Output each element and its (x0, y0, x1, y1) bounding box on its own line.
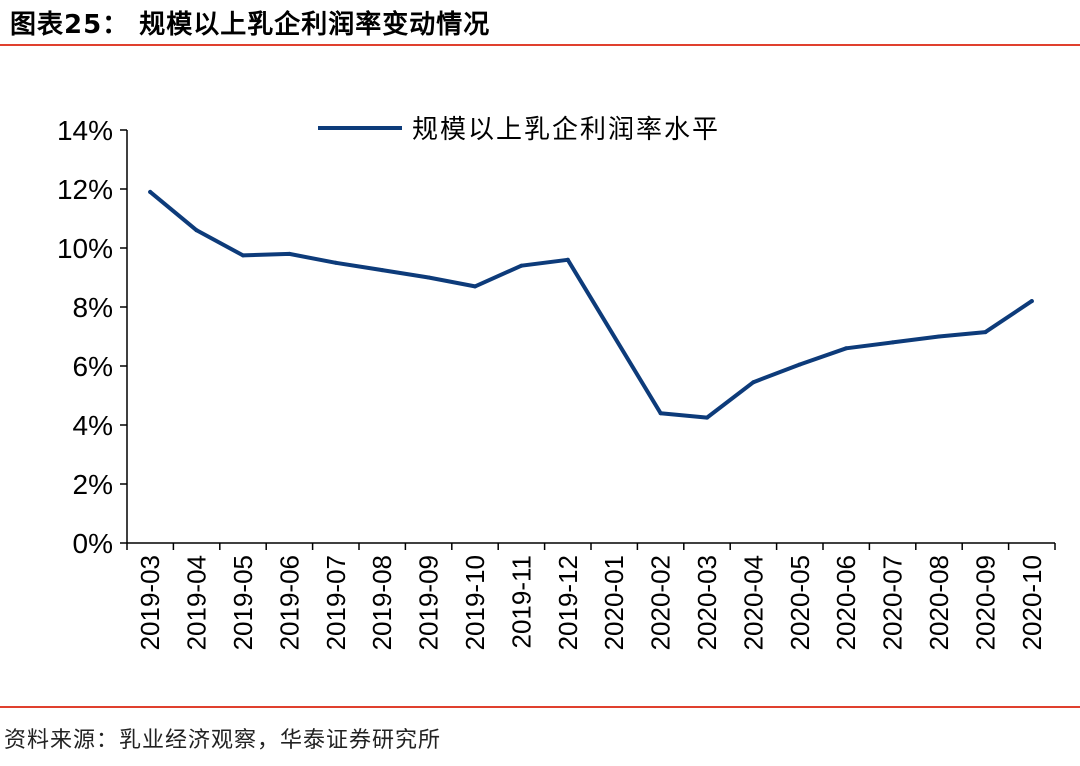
x-tick-label: 2019-10 (460, 555, 490, 650)
data-point (705, 415, 709, 420)
data-point (565, 257, 570, 262)
x-tick-label: 2019-05 (228, 555, 258, 650)
x-tick-label: 2020-06 (831, 555, 861, 650)
data-point (194, 228, 199, 233)
legend-label: 规模以上乳企利润率水平 (412, 115, 720, 145)
source-rule (0, 706, 1080, 708)
x-tick-label: 2020-10 (1017, 555, 1047, 650)
x-tick-label: 2020-02 (646, 555, 676, 650)
data-point (241, 253, 245, 258)
x-tick-label: 2019-04 (182, 555, 212, 650)
x-tick-label: 2020-01 (599, 555, 629, 650)
data-point (519, 263, 524, 268)
x-tick-label: 2019-11 (506, 555, 536, 649)
x-tick-label: 2020-07 (878, 555, 908, 650)
data-point (658, 411, 663, 416)
y-tick-label: 4% (73, 410, 113, 441)
x-tick-label: 2019-06 (274, 555, 304, 650)
data-point (473, 284, 477, 289)
series-line (148, 189, 1034, 420)
data-point (380, 268, 385, 273)
x-tick-label: 2019-07 (321, 555, 351, 650)
x-tick-label: 2020-09 (970, 555, 1000, 650)
chart-marks (148, 189, 1034, 420)
data-point (797, 362, 802, 367)
title-row: 图表25： 规模以上乳企利润率变动情况 (0, 0, 1080, 44)
x-tick-label: 2019-09 (414, 555, 444, 650)
y-tick-label: 12% (57, 174, 113, 205)
data-point (890, 340, 895, 345)
axes: 0% 2% 4% 6% 8% 10% 12% 14% 2019-03 2019-04 2019-05… (57, 115, 1056, 650)
x-tick-label: 2019-03 (135, 555, 165, 650)
source-note: 资料来源：乳业经济观察，华泰证券研究所 (4, 728, 442, 753)
data-point (1029, 299, 1034, 304)
y-tick-label: 0% (73, 528, 113, 559)
y-tick-label: 6% (73, 351, 113, 382)
data-point (426, 275, 431, 280)
legend: 规模以上乳企利润率水平 (318, 115, 720, 145)
title-rule (0, 44, 1080, 46)
data-point (333, 260, 338, 265)
y-tick-label: 14% (57, 115, 113, 146)
data-point (148, 189, 153, 194)
y-tick-label: 10% (57, 233, 113, 264)
data-point (287, 251, 292, 256)
data-point (844, 346, 849, 351)
x-tick-label: 2020-08 (924, 555, 954, 650)
y-tick-label: 2% (73, 469, 113, 500)
x-tick-label: 2020-03 (692, 555, 722, 650)
x-tick-label: 2019-12 (553, 555, 583, 650)
data-point (937, 334, 941, 339)
data-point (751, 380, 756, 385)
y-tick-label: 8% (73, 292, 113, 323)
x-tick-label: 2020-04 (738, 555, 768, 650)
data-point (983, 330, 988, 335)
x-tick-label: 2020-05 (785, 555, 815, 650)
figure-title: 图表25： 规模以上乳企利润率变动情况 (10, 10, 491, 40)
x-tick-label: 2019-08 (367, 555, 397, 650)
